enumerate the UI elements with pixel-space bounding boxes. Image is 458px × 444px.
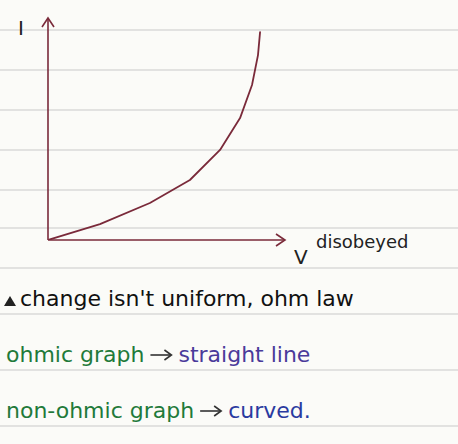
- ruled-line: [0, 190, 458, 191]
- curve: [48, 32, 260, 240]
- arrow-head: [214, 406, 221, 416]
- note-text: ohmic graph: [6, 342, 144, 367]
- ruled-line: [0, 110, 458, 111]
- ruled-line: [0, 228, 458, 229]
- x-axis: [48, 239, 284, 241]
- arrow: [150, 354, 170, 356]
- ruled-line: [0, 314, 458, 315]
- ruled-line: [0, 268, 458, 269]
- note-text: disobeyed: [316, 231, 408, 252]
- plot-group: [48, 32, 260, 240]
- x-axis-arrow: [276, 234, 285, 246]
- arrow: [200, 410, 220, 412]
- note-text: change isn't uniform, ohm law: [20, 286, 354, 311]
- arrow-head: [164, 350, 171, 360]
- bullet: [4, 296, 16, 306]
- note-text: straight line: [178, 342, 310, 367]
- note-text: curved.: [228, 398, 311, 423]
- ruled-line: [0, 30, 458, 31]
- ruled-line: [0, 426, 458, 427]
- y-axis: [47, 19, 49, 240]
- ruled-line: [0, 150, 458, 151]
- y-axis-arrow: [42, 18, 54, 27]
- page: I Vdisobeyed change isn't uniform, ohm law…: [0, 0, 458, 444]
- ruled-line: [0, 70, 458, 71]
- y-axis-label: I: [18, 16, 24, 40]
- ruled-line: [0, 370, 458, 371]
- note-text: non-ohmic graph: [6, 398, 194, 423]
- x-axis-label: V: [294, 245, 308, 269]
